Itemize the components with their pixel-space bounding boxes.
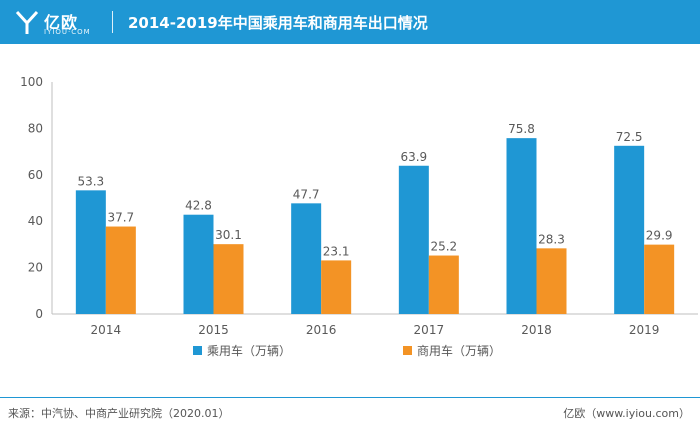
logo: 亿欧 IYIOU·COM xyxy=(14,8,106,38)
data-label: 37.7 xyxy=(107,211,134,225)
page-title: 2014-2019年中国乘用车和商用车出口情况 xyxy=(128,14,428,32)
data-label: 63.9 xyxy=(400,150,427,164)
y-tick-label: 80 xyxy=(28,121,43,135)
data-label: 42.8 xyxy=(185,199,212,213)
bar-passenger xyxy=(614,145,645,314)
x-tick-label: 2018 xyxy=(521,323,552,337)
data-label: 25.2 xyxy=(430,240,457,254)
data-label: 47.7 xyxy=(293,187,320,201)
bar-commercial xyxy=(321,260,352,314)
x-tick-label: 2015 xyxy=(198,323,229,337)
footer-divider xyxy=(0,397,700,398)
x-tick-label: 2019 xyxy=(629,323,660,337)
source-note: 来源：中汽协、中商产业研究院（2020.01） xyxy=(8,407,230,420)
data-label: 29.9 xyxy=(646,229,673,243)
header-bar: 亿欧 IYIOU·COM 2014-2019年中国乘用车和商用车出口情况 xyxy=(0,0,700,44)
y-tick-label: 60 xyxy=(28,168,43,182)
header-divider xyxy=(112,11,113,33)
bar-commercial xyxy=(536,248,567,314)
data-label: 53.3 xyxy=(77,174,104,188)
y-tick-label: 20 xyxy=(28,261,43,275)
bar-passenger xyxy=(75,190,106,314)
legend-swatch-passenger xyxy=(193,346,202,355)
bar-commercial xyxy=(213,244,244,314)
bar-commercial xyxy=(428,255,459,314)
legend-label-passenger: 乘用车（万辆） xyxy=(207,343,291,358)
bar-commercial xyxy=(644,244,675,314)
bar-commercial xyxy=(105,226,136,314)
logo-text: 亿欧 xyxy=(44,13,79,32)
data-label: 30.1 xyxy=(215,228,242,242)
legend-label-commercial: 商用车（万辆） xyxy=(417,343,501,358)
bar-chart: 0 20 40 60 80 100 53.3 37.7 2014 42.8 30.1 2015 47.7… xyxy=(20,75,698,358)
logo-subtext: IYIOU·COM xyxy=(44,28,91,36)
data-label: 75.8 xyxy=(508,122,535,136)
y-tick-label: 40 xyxy=(28,214,43,228)
x-tick-label: 2014 xyxy=(91,323,122,337)
data-label: 72.5 xyxy=(616,130,643,144)
bar-passenger xyxy=(183,214,214,314)
logo-icon xyxy=(15,10,39,34)
legend-swatch-commercial xyxy=(403,346,412,355)
brand-note: 亿欧（www.iyiou.com） xyxy=(563,407,690,420)
data-label: 28.3 xyxy=(538,232,565,246)
bar-passenger xyxy=(291,203,322,314)
y-tick-label: 100 xyxy=(20,75,43,89)
x-tick-label: 2017 xyxy=(414,323,445,337)
bar-passenger xyxy=(506,138,537,314)
data-label: 23.1 xyxy=(323,244,350,258)
x-tick-label: 2016 xyxy=(306,323,337,337)
bar-passenger xyxy=(398,165,429,314)
y-tick-label: 0 xyxy=(35,307,43,321)
